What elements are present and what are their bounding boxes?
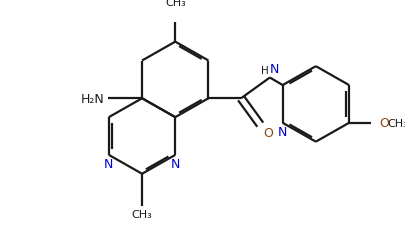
Text: N: N bbox=[104, 157, 113, 170]
Text: CH₃: CH₃ bbox=[387, 118, 405, 128]
Text: N: N bbox=[170, 157, 179, 170]
Text: O: O bbox=[379, 117, 388, 130]
Text: N: N bbox=[277, 126, 287, 139]
Text: O: O bbox=[262, 127, 272, 140]
Text: H₂N: H₂N bbox=[81, 92, 104, 105]
Text: H: H bbox=[260, 65, 268, 75]
Text: CH₃: CH₃ bbox=[164, 0, 185, 8]
Text: N: N bbox=[269, 63, 279, 75]
Text: CH₃: CH₃ bbox=[131, 209, 152, 218]
